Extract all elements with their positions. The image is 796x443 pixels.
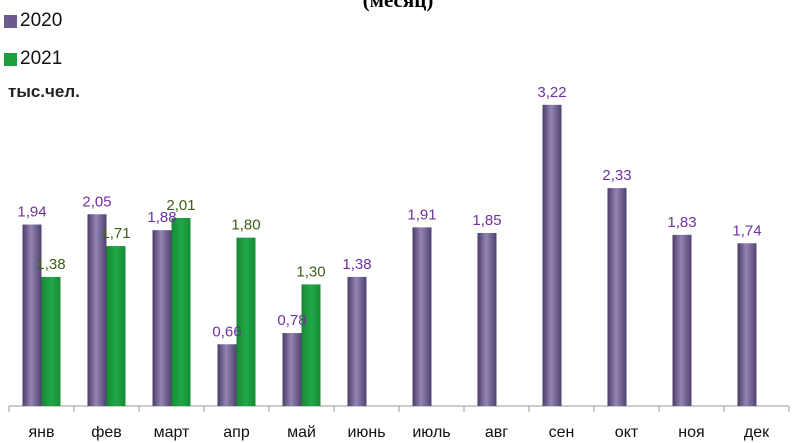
legend-swatch-2021 <box>4 52 17 66</box>
legend-label-2020: 2020 <box>20 10 63 31</box>
data-label-2020: 1,38 <box>342 256 371 273</box>
bar-2020 <box>152 230 172 406</box>
x-tick-label: окт <box>615 424 639 441</box>
bar-2021 <box>301 284 321 406</box>
x-tick-label: дек <box>744 424 770 441</box>
bar-2020 <box>22 224 42 406</box>
bar-2020 <box>477 232 497 406</box>
x-tick-label: янв <box>29 424 55 441</box>
x-tick-label: ноя <box>678 424 704 441</box>
data-label-2021: 1,71 <box>101 225 130 242</box>
data-label-2020: 1,85 <box>472 212 501 229</box>
legend-item-2020: 2020 <box>4 8 62 34</box>
bar-2020 <box>542 104 562 406</box>
bar-2020 <box>412 227 432 406</box>
x-tick-label: июнь <box>347 424 385 441</box>
bar-2020 <box>282 333 302 406</box>
x-tick-label: июль <box>412 424 450 441</box>
bar-2021 <box>106 246 126 406</box>
data-label-2020: 1,74 <box>732 222 761 239</box>
bar-2021 <box>171 218 191 406</box>
data-label-2020: 2,33 <box>602 167 631 184</box>
bar-2020 <box>217 344 237 406</box>
x-tick-label: март <box>154 424 190 441</box>
data-label-2020: 2,05 <box>82 193 111 210</box>
legend: 2020 2021 <box>4 8 62 84</box>
x-tick-label: апр <box>223 424 250 441</box>
bar-2021 <box>236 237 256 406</box>
x-tick-label: сен <box>549 424 575 441</box>
bar-2020 <box>607 188 627 406</box>
y-axis-unit: тыс.чел. <box>8 82 80 101</box>
data-label-2020: 3,22 <box>537 84 566 101</box>
bar-2021 <box>41 276 61 406</box>
data-label-2021: 1,30 <box>296 263 325 280</box>
bar-2020 <box>87 214 107 406</box>
bar-2020 <box>737 243 757 406</box>
data-label-2020: 1,94 <box>17 204 46 221</box>
data-label-2021: 1,38 <box>36 256 65 273</box>
data-label-2020: 0,78 <box>277 312 306 329</box>
data-label-2020: 1,91 <box>407 206 436 223</box>
bar-2020 <box>347 276 367 406</box>
data-label-2020: 1,88 <box>147 209 176 226</box>
legend-item-2021: 2021 <box>4 46 62 72</box>
legend-label-2021: 2021 <box>20 48 63 69</box>
data-label-2020: 0,66 <box>212 323 241 340</box>
data-label-2021: 2,01 <box>166 197 195 214</box>
x-tick-label: май <box>287 424 316 441</box>
data-label-2021: 1,80 <box>231 217 260 234</box>
x-tick-label: фев <box>91 424 122 441</box>
chart-title: (месяц) <box>362 0 434 12</box>
bar-2020 <box>672 234 692 406</box>
x-tick-label: авг <box>485 424 508 441</box>
data-label-2020: 1,83 <box>667 214 696 231</box>
legend-swatch-2020 <box>4 14 17 28</box>
